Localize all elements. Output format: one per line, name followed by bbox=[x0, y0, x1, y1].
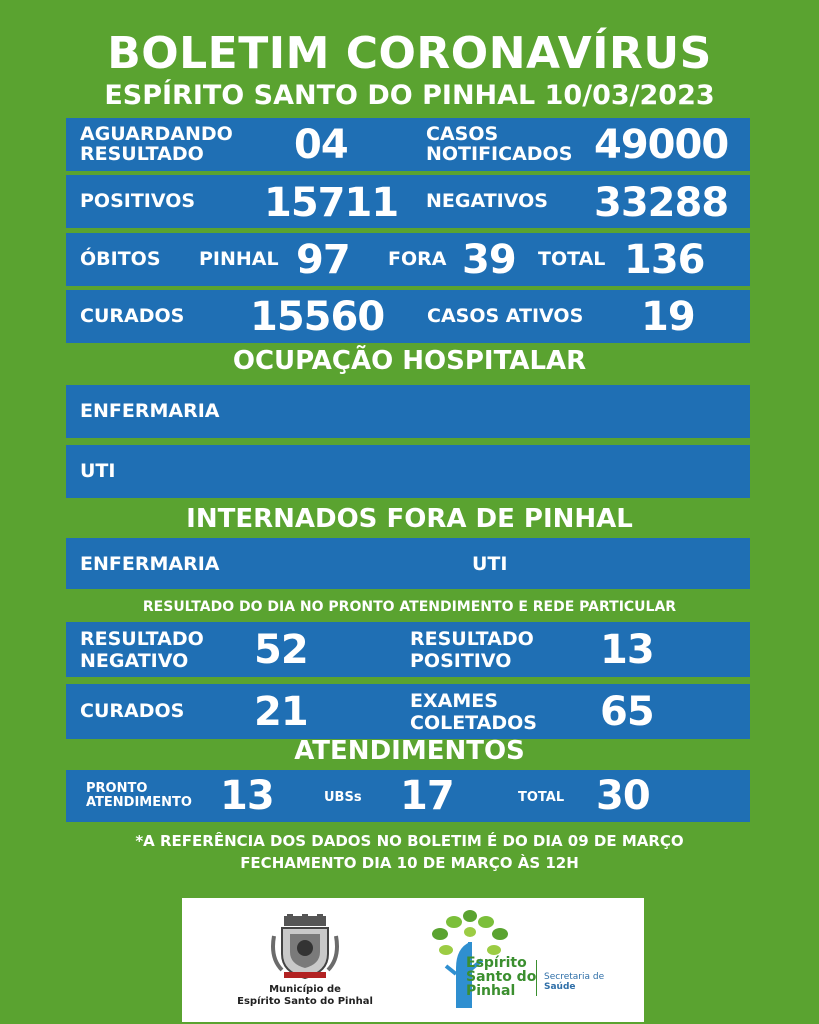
dia-neg-label-1: RESULTADO bbox=[80, 628, 204, 650]
note-line-2: FECHAMENTO DIA 10 DE MARÇO ÀS 12H bbox=[240, 854, 579, 872]
casos-value: 49000 bbox=[594, 122, 729, 168]
logo-line-2: Santo do bbox=[466, 969, 537, 985]
hospital-uti-label: UTI bbox=[80, 460, 116, 482]
negativos-value: 33288 bbox=[594, 180, 729, 226]
coat-of-arms-icon bbox=[271, 914, 339, 980]
row-positivos-negativos: POSITIVOS 15711 NEGATIVOS 33288 bbox=[66, 175, 750, 228]
dia-neg-value: 52 bbox=[254, 627, 309, 673]
atend-total-label: TOTAL bbox=[518, 790, 565, 805]
hospital-enfermaria-row: ENFERMARIA bbox=[66, 385, 750, 438]
bulletin-title: BOLETIM CORONAVÍRUS bbox=[107, 28, 712, 79]
obitos-fora-value: 39 bbox=[462, 237, 517, 283]
secretaria-label-2: Saúde bbox=[544, 982, 576, 992]
casos-label-1: CASOS bbox=[426, 123, 499, 145]
ativos-label: CASOS ATIVOS bbox=[427, 305, 584, 327]
row-obitos: ÓBITOS PINHAL 97 FORA 39 TOTAL 136 bbox=[66, 233, 750, 286]
dia-pos-label-1: RESULTADO bbox=[410, 628, 534, 650]
aguardando-label-1: AGUARDANDO bbox=[80, 123, 233, 145]
hospital-section-title: OCUPAÇÃO HOSPITALAR bbox=[232, 346, 587, 376]
hospital-uti-row: UTI bbox=[66, 445, 750, 498]
dia-exames-label-1: EXAMES bbox=[410, 690, 498, 712]
ubs-label: UBSs bbox=[324, 790, 362, 805]
dia-section-title: RESULTADO DO DIA NO PRONTO ATENDIMENTO E… bbox=[142, 599, 677, 615]
ativos-value: 19 bbox=[641, 294, 696, 340]
dia-exames-value: 65 bbox=[600, 689, 655, 735]
fora-section-title: INTERNADOS FORA DE PINHAL bbox=[186, 504, 633, 534]
bulletin-subtitle: ESPÍRITO SANTO DO PINHAL 10/03/2023 bbox=[104, 80, 715, 111]
pronto-label-2: ATENDIMENTO bbox=[86, 795, 192, 810]
pronto-label-1: PRONTO bbox=[86, 781, 148, 796]
tree-logo-icon bbox=[432, 910, 508, 1008]
pronto-value: 13 bbox=[220, 773, 275, 819]
hospital-enfermaria-label: ENFERMARIA bbox=[80, 400, 220, 422]
negativos-label: NEGATIVOS bbox=[426, 190, 548, 212]
obitos-label: ÓBITOS bbox=[80, 248, 161, 270]
obitos-pinhal-label: PINHAL bbox=[199, 248, 279, 270]
dia-exames-label-2: COLETADOS bbox=[410, 712, 537, 734]
curados-value: 15560 bbox=[250, 294, 385, 340]
obitos-fora-label: FORA bbox=[388, 248, 447, 270]
logo-line-3: Pinhal bbox=[466, 983, 516, 999]
dia-curados-value: 21 bbox=[254, 689, 309, 735]
fora-enfermaria-label: ENFERMARIA bbox=[80, 553, 220, 575]
aguardando-label-2: RESULTADO bbox=[80, 143, 204, 165]
curados-label: CURADOS bbox=[80, 305, 185, 327]
dia-pos-value: 13 bbox=[600, 627, 655, 673]
dia-neg-label-2: NEGATIVO bbox=[80, 650, 189, 672]
footer-logos: Município de Espírito Santo do Pinhal Es… bbox=[182, 898, 644, 1022]
secretaria-label-1: Secretaria de bbox=[544, 972, 605, 982]
fora-row: ENFERMARIA UTI bbox=[66, 538, 750, 589]
dia-row-1: RESULTADO NEGATIVO 52 RESULTADO POSITIVO… bbox=[66, 622, 750, 677]
fora-uti-label: UTI bbox=[472, 553, 508, 575]
atend-total-value: 30 bbox=[596, 773, 651, 819]
dia-curados-label: CURADOS bbox=[80, 700, 185, 722]
logo-line-1: Espírito bbox=[466, 955, 527, 971]
municipio-label-2: Espírito Santo do Pinhal bbox=[237, 996, 373, 1007]
atendimentos-row: PRONTO ATENDIMENTO 13 UBSs 17 TOTAL 30 bbox=[66, 770, 750, 822]
atendimentos-section-title: ATENDIMENTOS bbox=[294, 736, 525, 766]
obitos-total-label: TOTAL bbox=[538, 248, 606, 270]
dia-pos-label-2: POSITIVO bbox=[410, 650, 512, 672]
casos-label-2: NOTIFICADOS bbox=[426, 143, 573, 165]
positivos-label: POSITIVOS bbox=[80, 190, 196, 212]
positivos-value: 15711 bbox=[264, 180, 399, 226]
dia-row-2: CURADOS 21 EXAMES COLETADOS 65 bbox=[66, 684, 750, 739]
obitos-total-value: 136 bbox=[624, 237, 705, 283]
row-aguardando-casos: AGUARDANDO RESULTADO 04 CASOS NOTIFICADO… bbox=[66, 118, 750, 171]
row-curados-ativos: CURADOS 15560 CASOS ATIVOS 19 bbox=[66, 290, 750, 343]
aguardando-value: 04 bbox=[294, 122, 349, 168]
obitos-pinhal-value: 97 bbox=[296, 237, 351, 283]
logo-divider bbox=[536, 960, 537, 996]
ubs-value: 17 bbox=[400, 773, 455, 819]
municipio-label-1: Município de bbox=[269, 984, 341, 995]
note-line-1: *A REFERÊNCIA DOS DADOS NO BOLETIM É DO … bbox=[135, 832, 684, 850]
